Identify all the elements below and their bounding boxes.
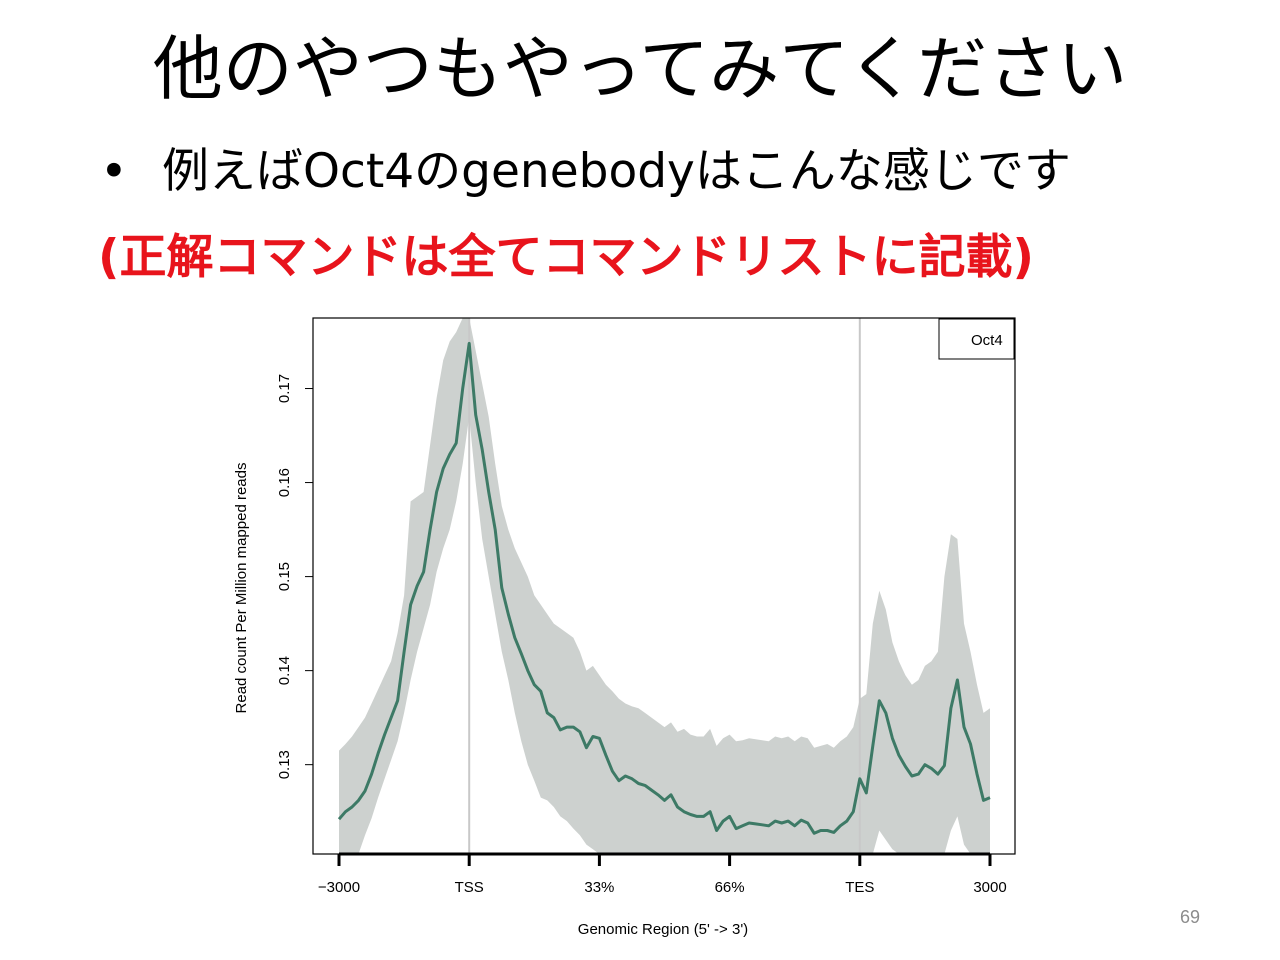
y-tick-label: 0.17 <box>276 374 293 403</box>
y-tick-label: 0.15 <box>276 562 293 591</box>
y-axis-label: Read count Per Million mapped reads <box>233 463 250 714</box>
bullet-marker: • <box>100 144 128 199</box>
x-tick-label: 66% <box>715 879 745 896</box>
slide-title: 他のやつもやってみてください <box>152 28 1128 110</box>
command-note: (正解コマンドは全てコマンドリストに記載) <box>98 230 1034 285</box>
x-tick-label: 33% <box>584 879 614 896</box>
legend-label-oct4: Oct4 <box>971 332 1003 349</box>
bullet-item: • 例えばOct4のgenebodyはこんな感じです <box>100 148 1071 195</box>
y-tick-label: 0.16 <box>276 468 293 497</box>
bullet-text: 例えばOct4のgenebodyはこんな感じです <box>162 144 1071 199</box>
x-axis-label: Genomic Region (5' -> 3') <box>578 921 748 938</box>
page-number: 69 <box>1180 907 1201 927</box>
y-tick-label: 0.14 <box>276 656 293 685</box>
x-tick-label: 3000 <box>973 879 1006 896</box>
x-tick-label: TES <box>845 879 874 896</box>
x-tick-label: TSS <box>455 879 484 896</box>
confidence-band <box>339 318 990 854</box>
series-line-oct4 <box>337 341 991 835</box>
x-tick-label: −3000 <box>318 879 360 896</box>
legend: Oct4 <box>938 318 1015 360</box>
y-tick-label: 0.13 <box>276 750 293 779</box>
legend-box <box>938 318 1015 360</box>
axes: −3000 TSS 33% 66% TES 3000 0.13 0.14 0.15 0.16 0.1… <box>276 374 1007 896</box>
plot-area <box>337 318 991 854</box>
